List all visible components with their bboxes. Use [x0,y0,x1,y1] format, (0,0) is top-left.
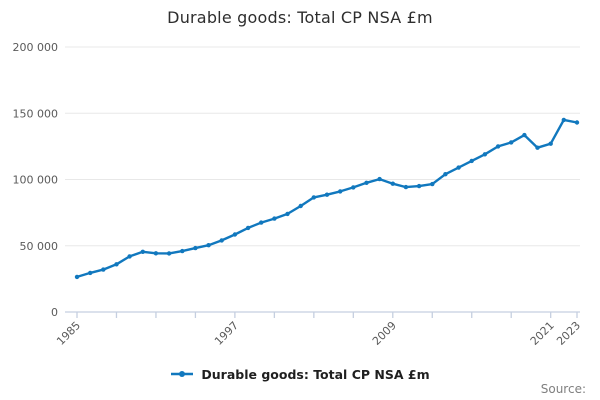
gridlines [65,46,580,247]
data-point-marker[interactable] [127,254,132,259]
data-point-marker[interactable] [114,262,119,267]
x-tick-label: 2009 [370,319,399,348]
y-tick-label: 100 000 [13,174,59,187]
y-tick-label: 50 000 [20,240,59,253]
plot-area: 0 50 000 100 000 150 000 200 000 1985 1997 2009… [13,41,584,348]
data-point-marker[interactable] [311,195,316,200]
data-point-marker[interactable] [377,176,382,182]
y-axis-labels: 0 50 000 100 000 150 000 200 000 [13,41,59,319]
data-point-marker[interactable] [324,192,330,197]
data-point-marker[interactable] [469,158,474,164]
series-markers [74,117,580,280]
data-point-marker[interactable] [416,183,422,189]
data-point-marker[interactable] [219,238,224,243]
data-point-marker[interactable] [74,274,80,280]
data-point-marker[interactable] [482,152,488,157]
data-point-marker[interactable] [140,249,145,254]
series-line [75,118,579,279]
x-tick-label: 2021 [528,319,557,348]
data-point-marker[interactable] [298,203,303,209]
data-point-marker[interactable] [574,120,580,125]
x-tick-label: 1997 [212,319,241,348]
data-point-marker[interactable] [153,251,159,256]
x-tick-label: 2023 [554,319,583,348]
data-point-marker[interactable] [535,145,540,150]
data-point-marker[interactable] [364,180,369,185]
data-point-marker[interactable] [88,270,93,276]
data-point-marker[interactable] [509,140,514,145]
y-tick-label: 150 000 [13,107,59,120]
data-point-marker[interactable] [232,232,238,237]
legend-label: Durable goods: Total CP NSA £m [201,366,430,382]
legend: Durable goods: Total CP NSA £m [0,364,600,384]
data-point-marker[interactable] [403,184,409,190]
data-point-marker[interactable] [180,248,185,254]
data-point-marker[interactable] [272,216,277,221]
data-point-marker[interactable] [351,185,356,190]
data-point-marker[interactable] [193,245,198,251]
chart-title: Durable goods: Total CP NSA £m [167,8,433,27]
data-point-marker[interactable] [390,181,395,186]
data-point-marker[interactable] [206,243,211,248]
data-point-marker[interactable] [338,189,343,194]
y-tick-label: 200 000 [13,41,59,54]
legend-item[interactable]: Durable goods: Total CP NSA £m [170,366,430,382]
data-point-marker[interactable] [548,141,553,146]
data-point-marker[interactable] [259,220,264,225]
y-tick-label: 0 [51,306,58,319]
legend-line-marker-icon [171,371,194,377]
data-point-marker[interactable] [522,132,527,138]
data-point-marker[interactable] [101,267,106,272]
data-point-marker[interactable] [166,251,172,256]
data-point-marker[interactable] [443,172,448,177]
data-point-marker[interactable] [430,181,435,187]
x-tick-label: 1985 [54,319,83,348]
data-point-marker[interactable] [495,144,501,149]
source-label: Source: [540,382,586,396]
data-point-marker[interactable] [285,211,290,217]
data-point-marker[interactable] [456,165,461,170]
data-point-marker[interactable] [561,117,566,123]
data-point-marker[interactable] [245,225,251,231]
